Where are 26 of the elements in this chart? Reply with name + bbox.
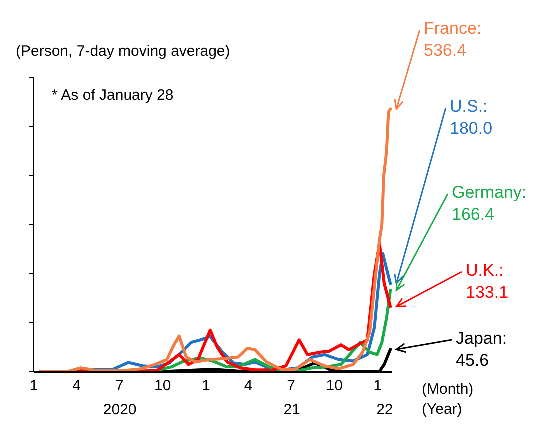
y-axis-title: (Person, 7-day moving average) [16, 43, 230, 60]
x-tick-label: 10 [154, 378, 172, 395]
x-tick-label: 4 [244, 378, 253, 395]
text: 2020 [103, 402, 137, 419]
data-label: 536.4 [424, 41, 467, 60]
text: (Year) [422, 401, 462, 418]
x-tick-label: 7 [287, 378, 296, 395]
x-tick-label: 1 [30, 378, 38, 395]
text: France: [424, 19, 482, 38]
data-label: 166.4 [452, 205, 495, 224]
data-label: 133.1 [466, 283, 509, 302]
data-label: 45.6 [456, 351, 490, 370]
text: Germany: [452, 183, 527, 202]
annotation: * As of January 28 [52, 87, 174, 104]
text: U.K.: [466, 261, 504, 280]
x-tick-label: 4 [72, 378, 81, 395]
data-label: 180.0 [450, 119, 493, 138]
x-tick-label: 1 [374, 378, 382, 395]
text: 21 [284, 402, 300, 419]
x-tick-label: 10 [326, 378, 343, 395]
text: Japan: [456, 329, 508, 348]
x-axis-title: (Month) [422, 381, 474, 398]
x-tick-label: 1 [202, 378, 210, 395]
text: 22 [376, 402, 394, 419]
text: U.S.: [450, 97, 488, 116]
x-tick-label: 7 [115, 378, 124, 395]
